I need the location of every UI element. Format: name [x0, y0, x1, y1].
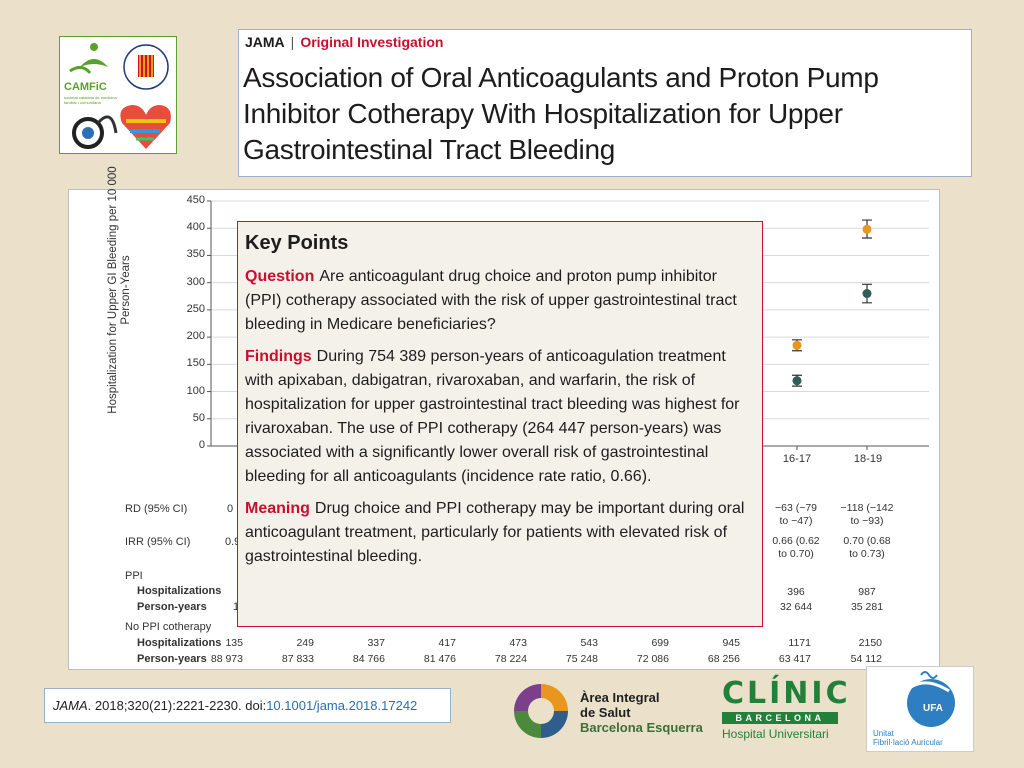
findings-text: During 754 389 person-years of anticoagu… — [245, 348, 740, 485]
y-tick-label: 400 — [186, 221, 205, 234]
camfic-name: CAMFiC — [64, 81, 107, 93]
article-title: Association of Oral Anticoagulants and P… — [243, 62, 879, 165]
camfic-emblem-icon — [69, 43, 171, 149]
area-integral-line1: Àrea Integral — [580, 690, 660, 705]
question-paragraph: Question Are anticoagulant drug choice an… — [245, 265, 752, 337]
clinic-city: BARCELONA — [722, 712, 838, 724]
key-points-title: Key Points — [245, 232, 349, 254]
no-ppi-py-cell: 84 766 — [352, 653, 385, 665]
rd-cell: −118 (−142 to −93) — [840, 502, 894, 527]
area-integral-logo: Àrea Integral de Salut Barcelona Esquerr… — [510, 680, 710, 742]
no-ppi-py-cell: 78 224 — [494, 653, 527, 665]
no-ppi-hosp-cell: 337 — [367, 637, 385, 649]
data-point — [862, 289, 872, 299]
y-tick-label: 0 — [198, 439, 205, 451]
no-ppi-hospitalizations-label: Hospitalizations — [137, 637, 222, 649]
ufa-badge-text: UFA — [923, 703, 943, 714]
irr-label: IRR (95% CI) — [125, 536, 191, 548]
no-ppi-py-cell: 75 248 — [565, 653, 598, 665]
y-tick-label: 200 — [186, 330, 205, 343]
irr-cell: 0.9 — [225, 536, 241, 548]
no-ppi-py-cell: 87 833 — [281, 653, 314, 665]
clinic-logo: CLÍNIC BARCELONA Hospital Universitari — [720, 676, 848, 744]
no-ppi-py-cell: 72 086 — [636, 653, 669, 665]
no-ppi-hosp-cell: 543 — [580, 637, 598, 649]
no-ppi-hosp-cell: 417 — [438, 637, 456, 649]
journal-separator: | — [290, 34, 295, 50]
ppi-py-cell: 35 281 — [850, 601, 884, 613]
meaning-paragraph: Meaning Drug choice and PPI cotherapy may… — [245, 497, 752, 569]
y-tick-label: 350 — [186, 248, 205, 261]
irr-cell: 0.66 (0.62 to 0.70) — [772, 535, 820, 560]
no-ppi-hosp-cell: 945 — [722, 637, 740, 649]
no-ppi-hosp-cell: 249 — [296, 637, 314, 649]
x-tick-label: 16-17 — [782, 453, 812, 465]
citation-box: JAMA. 2018;320(21):2221-2230. doi:10.100… — [44, 688, 451, 723]
ufa-emblem-icon: UFA — [907, 671, 955, 727]
meaning-text: Drug choice and PPI cotherapy may be imp… — [245, 500, 745, 565]
no-ppi-hosp-cell: 473 — [509, 637, 527, 649]
no-ppi-py-cell: 54 112 — [850, 653, 882, 665]
irr-cell: 0.70 (0.68 to 0.73) — [843, 535, 891, 560]
ppi-py-cell: 32 644 — [779, 601, 813, 613]
journal-line: JAMA | Original Investigation — [245, 34, 443, 50]
ufa-label: Unitat Fibril·lació Auricular — [873, 729, 943, 747]
y-tick-label: 150 — [186, 357, 205, 370]
question-heading: Question — [245, 268, 315, 285]
y-axis-label: Hospitalization for Upper GI Bleeding pe… — [107, 166, 132, 414]
doi-link[interactable]: 10.1001/jama.2018.17242 — [266, 698, 418, 713]
journal-name: JAMA — [245, 34, 285, 50]
camfic-subtitle: societat catalana de medicina familiar i… — [64, 95, 117, 105]
area-integral-text: Àrea Integral de Salut Barcelona Esquerr… — [580, 690, 703, 735]
findings-paragraph: Findings During 754 389 person-years of a… — [245, 345, 752, 489]
no-ppi-group-label: No PPI cotherapy — [125, 621, 212, 633]
clinic-name: CLÍNIC — [722, 676, 851, 711]
y-tick-label: 100 — [186, 384, 205, 397]
question-text: Are anticoagulant drug choice and proton… — [245, 268, 737, 333]
y-tick-label: 300 — [186, 275, 205, 288]
rd-cell: −63 (−79 to −47) — [774, 502, 818, 527]
no-ppi-hosp-cell: 135 — [225, 637, 243, 649]
no-ppi-person-years-label: Person-years — [137, 653, 207, 665]
data-point — [862, 224, 872, 234]
findings-heading: Findings — [245, 348, 312, 365]
y-tick-label: 450 — [186, 194, 205, 206]
no-ppi-hosp-cell: 2150 — [858, 637, 882, 649]
x-tick-label: 18-19 — [853, 453, 883, 465]
camfic-logo: CAMFiC societat catalana de medicina fam… — [59, 36, 177, 154]
citation-ref: . 2018;320(21):2221-2230. doi: — [87, 698, 267, 713]
no-ppi-py-cell: 63 417 — [778, 653, 811, 665]
ppi-hosp-cell: 987 — [858, 586, 876, 598]
clinic-hospital: Hospital Universitari — [722, 727, 829, 741]
y-tick-label: 50 — [192, 411, 205, 424]
article-header: JAMA | Original Investigation Association … — [238, 29, 972, 177]
ppi-group-label: PPI — [125, 570, 143, 582]
rd-cell: 0 — [227, 503, 234, 515]
ufa-logo: UFA Unitat Fibril·lació Auricular — [866, 666, 974, 752]
ppi-hosp-cell: 396 — [787, 586, 805, 598]
ppi-person-years-cell: 1 — [233, 601, 239, 613]
key-points-box: Key Points Question Are anticoagulant dru… — [237, 221, 763, 627]
no-ppi-py-cell: 68 256 — [707, 653, 740, 665]
article-section: Original Investigation — [300, 34, 444, 50]
no-ppi-py-cell: 81 476 — [423, 653, 456, 665]
ppi-person-years-label: Person-years — [137, 601, 207, 613]
citation-journal: JAMA — [53, 698, 88, 713]
ppi-hospitalizations-label: Hospitalizations — [137, 585, 222, 597]
no-ppi-py-cell: 88 973 — [210, 653, 243, 665]
rd-label: RD (95% CI) — [125, 503, 188, 515]
area-integral-line3: Barcelona Esquerra — [580, 720, 703, 735]
no-ppi-hosp-cell: 1171 — [788, 637, 811, 649]
no-ppi-hosp-cell: 699 — [651, 637, 669, 649]
data-point — [792, 376, 802, 386]
meaning-heading: Meaning — [245, 500, 310, 517]
area-integral-line2: de Salut — [580, 705, 631, 720]
data-point — [792, 340, 802, 350]
area-integral-emblem-icon — [514, 684, 568, 738]
y-tick-label: 250 — [186, 302, 205, 315]
